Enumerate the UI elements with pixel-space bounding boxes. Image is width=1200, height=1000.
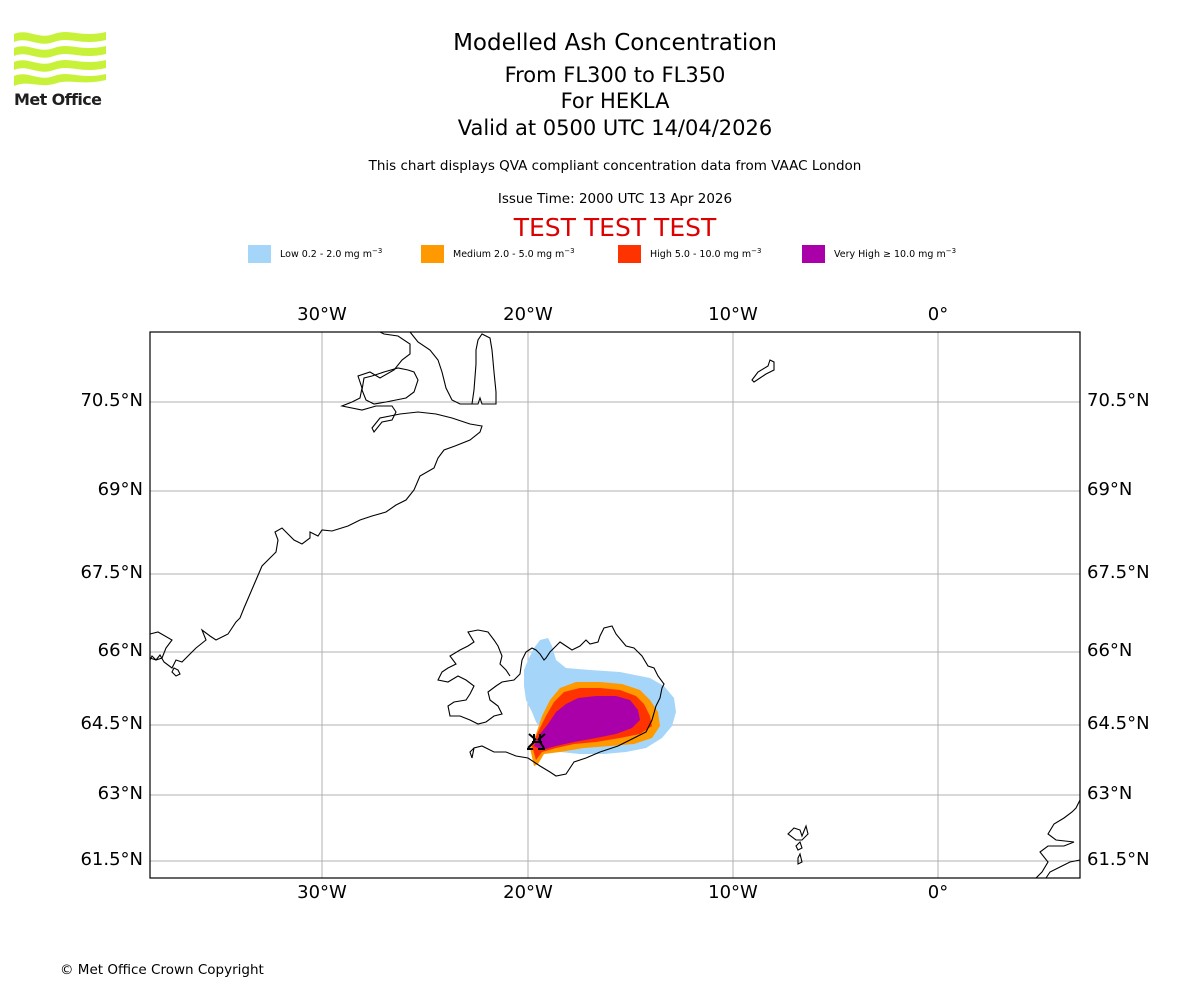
- issue-time: Issue Time: 2000 UTC 13 Apr 2026: [497, 191, 733, 207]
- lat-tick-label-right: 63°N: [1087, 783, 1133, 804]
- lon-tick-label-bottom: 10°W: [708, 882, 758, 903]
- met-office-logo: Met Office: [14, 30, 106, 112]
- chart-description: This chart displays QVA compliant concen…: [368, 158, 862, 174]
- flight-level-range: From FL300 to FL350: [504, 63, 726, 87]
- ash-plume: [524, 638, 676, 766]
- lon-tick-label-top: 20°W: [503, 304, 553, 325]
- legend-swatch-medium: [421, 245, 444, 263]
- map-frame: [149, 331, 1081, 879]
- lon-tick-label-bottom: 30°W: [297, 882, 347, 903]
- lat-tick-label-right: 66°N: [1087, 640, 1133, 661]
- coastline-greenland: [149, 331, 483, 669]
- valid-time: Valid at 0500 UTC 14/04/2026: [457, 116, 773, 140]
- lon-tick-label-top: 30°W: [297, 304, 347, 325]
- coastline-iceland: [437, 625, 665, 777]
- lon-tick-label-top: 10°W: [708, 304, 758, 325]
- legend-label-low: Low 0.2 - 2.0 mg m−3: [280, 247, 383, 261]
- legend-swatch-very-high: [802, 245, 825, 263]
- lat-tick-label-left: 61.5°N: [80, 849, 143, 870]
- lat-tick-label-right: 67.5°N: [1087, 562, 1150, 583]
- ash-plume-very-high: [534, 696, 640, 750]
- legend-label-medium: Medium 2.0 - 5.0 mg m−3: [453, 247, 575, 261]
- coastline-norway: [1035, 799, 1081, 879]
- coastline-greenland-fjord: [409, 331, 497, 405]
- coastline-faroe-islands: [787, 824, 809, 865]
- lat-tick-label-left: 70.5°N: [80, 390, 143, 411]
- legend-label-high: High 5.0 - 10.0 mg m−3: [650, 247, 762, 261]
- lat-tick-label-right: 61.5°N: [1087, 849, 1150, 870]
- met-office-waves-icon: [14, 32, 106, 86]
- legend-item-high: High 5.0 - 10.0 mg m−3: [618, 244, 762, 264]
- lon-tick-label-bottom: 0°: [927, 882, 949, 903]
- legend-item-low: Low 0.2 - 2.0 mg m−3: [248, 244, 382, 264]
- logo-text: Met Office: [14, 90, 102, 109]
- legend-label-very-high: Very High ≥ 10.0 mg m−3: [834, 247, 957, 261]
- volcano-icon: [527, 733, 546, 750]
- lat-tick-label-right: 69°N: [1087, 479, 1133, 500]
- legend-item-medium: Medium 2.0 - 5.0 mg m−3: [421, 244, 575, 264]
- lat-tick-label-right: 64.5°N: [1087, 713, 1150, 734]
- lon-tick-label-bottom: 20°W: [503, 882, 553, 903]
- coastline-greenland-inlet: [361, 367, 419, 405]
- lat-tick-label-left: 69°N: [97, 479, 143, 500]
- lon-tick-label-top: 0°: [927, 304, 949, 325]
- volcano-name: For HEKLA: [560, 89, 670, 113]
- gridlines: [150, 332, 1080, 878]
- legend: Low 0.2 - 2.0 mg m−3 Medium 2.0 - 5.0 mg…: [0, 244, 1200, 264]
- coastlines: [149, 331, 1081, 879]
- lat-tick-label-right: 70.5°N: [1087, 390, 1150, 411]
- lat-tick-label-left: 64.5°N: [80, 713, 143, 734]
- legend-swatch-high: [618, 245, 641, 263]
- test-banner: TEST TEST TEST: [513, 213, 717, 242]
- legend-swatch-low: [248, 245, 271, 263]
- copyright-notice: © Met Office Crown Copyright: [60, 962, 264, 978]
- lat-tick-label-left: 63°N: [97, 783, 143, 804]
- chart-title: Modelled Ash Concentration: [453, 30, 777, 56]
- lat-tick-label-left: 66°N: [97, 640, 143, 661]
- lat-tick-label-left: 67.5°N: [80, 562, 143, 583]
- coastline-greenland-south: [149, 631, 181, 677]
- coastline-jan-mayen: [751, 359, 775, 383]
- legend-item-very-high: Very High ≥ 10.0 mg m−3: [802, 244, 956, 264]
